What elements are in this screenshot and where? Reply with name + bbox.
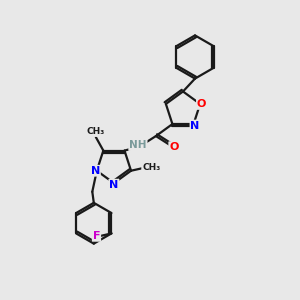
Text: N: N — [91, 166, 100, 176]
Text: O: O — [169, 142, 178, 152]
Text: N: N — [109, 180, 119, 190]
Text: N: N — [190, 121, 200, 130]
Text: CH₃: CH₃ — [87, 127, 105, 136]
Text: O: O — [197, 99, 206, 109]
Text: F: F — [93, 231, 100, 241]
Text: NH: NH — [129, 140, 147, 150]
Text: CH₃: CH₃ — [142, 163, 160, 172]
